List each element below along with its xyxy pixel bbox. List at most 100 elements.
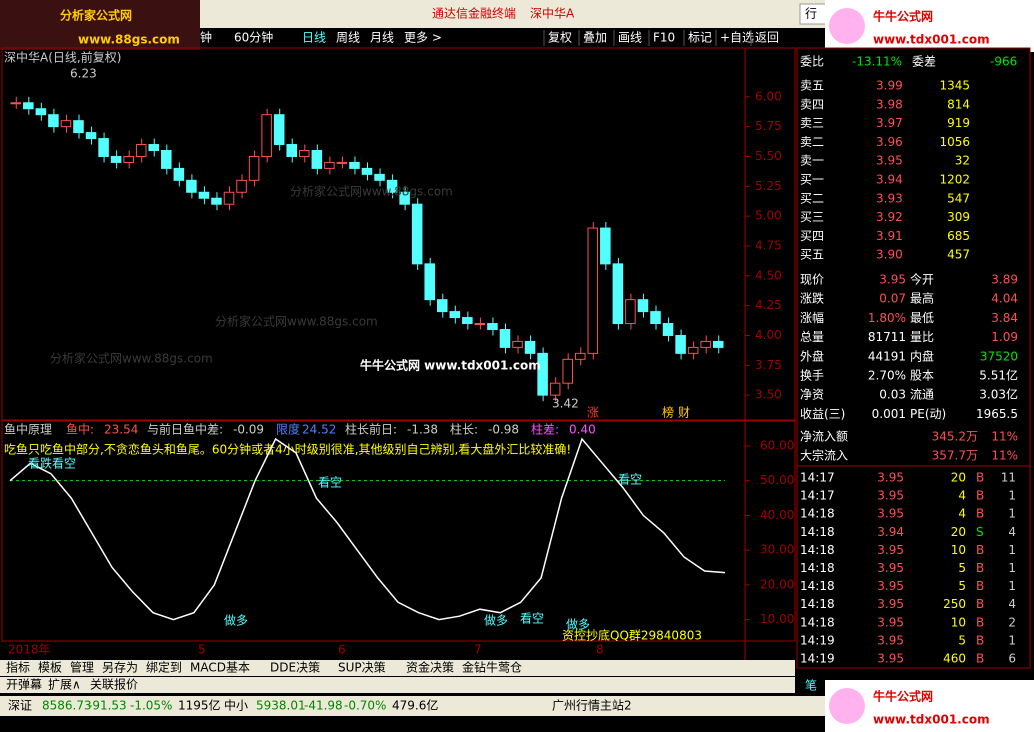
tab[interactable]: MACD基本: [190, 661, 250, 675]
overlay-text: 牛牛公式网 www.tdx001.com: [360, 358, 541, 373]
tab[interactable]: 开弹幕: [6, 678, 42, 692]
y-tick-label: 3.75: [755, 358, 782, 372]
trade-price: 3.95: [877, 471, 904, 485]
period-button[interactable]: 更多 >: [404, 31, 442, 45]
tab[interactable]: SUP决策: [338, 661, 386, 675]
candle: [73, 120, 84, 134]
candle: [436, 299, 448, 313]
candle: [562, 358, 573, 384]
logo-cow: [829, 8, 865, 44]
trade-time: 14:18: [800, 543, 835, 557]
trade-count: 1: [1008, 489, 1016, 503]
period-button[interactable]: 周线: [336, 31, 360, 45]
trade-side: S: [976, 525, 984, 539]
tab[interactable]: 关联报价: [90, 677, 138, 692]
trade-price: 3.95: [877, 561, 904, 575]
chart-border: [1, 47, 796, 421]
tab[interactable]: 模板: [38, 661, 62, 675]
indicator-field-label: 鱼中:: [66, 422, 94, 437]
quote-value: 3.95: [879, 273, 906, 287]
tool-button[interactable]: +自选: [720, 31, 754, 45]
tool-button[interactable]: 画线: [618, 31, 642, 45]
book-vol: 32: [955, 154, 970, 168]
logo-left-url: www.88gs.com: [78, 33, 180, 47]
book-price: 3.96: [876, 135, 903, 149]
date-label: 8: [596, 643, 604, 657]
book-vol: 457: [947, 248, 970, 262]
trade-side: B: [976, 507, 984, 521]
y-tick-label: 5.50: [755, 149, 782, 163]
signal: 做多: [224, 613, 248, 628]
tool-button[interactable]: 标记: [688, 31, 712, 45]
tab[interactable]: 扩展∧: [48, 678, 81, 692]
indicator-name: 鱼中原理: [4, 422, 52, 437]
tab[interactable]: 绑定到: [146, 660, 182, 675]
trade-time: 14:18: [800, 561, 835, 575]
date-label: 7: [474, 643, 482, 657]
book-vol: 685: [947, 229, 970, 243]
quote-label: 最高: [910, 291, 934, 306]
stock-title: 深中华A: [530, 6, 575, 21]
trade-time: 14:18: [800, 615, 835, 629]
y-tick-label: 5.75: [755, 119, 782, 133]
quote-value: 0.03: [879, 388, 906, 402]
low-label: 3.42: [552, 397, 579, 411]
trade-vol: 5: [958, 633, 966, 647]
quote-value: 44191: [868, 349, 906, 363]
y-tick-label: 6.00: [755, 89, 782, 103]
trade-vol: 10: [951, 543, 966, 557]
quote-label: 收益(三): [800, 407, 845, 421]
trade-count: 1: [1008, 561, 1016, 575]
period-button[interactable]: 日线: [302, 31, 326, 45]
book-label: 卖四: [800, 97, 824, 111]
indicator-field-value: -0.98: [488, 423, 519, 437]
tab[interactable]: 金钻牛莺仓: [462, 660, 522, 675]
quote-value: 2.70%: [868, 369, 906, 383]
indicator-border: [1, 420, 796, 642]
tab[interactable]: 指标: [6, 660, 30, 675]
candle: [612, 263, 624, 325]
candle: [537, 352, 548, 396]
signal: 看跌看空: [28, 456, 76, 471]
period-button[interactable]: 月线: [370, 31, 394, 45]
tab[interactable]: DDE决策: [270, 661, 320, 675]
quote-label: 外盘: [800, 348, 824, 363]
signal: 看空: [520, 612, 544, 626]
status-item: 8586.73: [42, 699, 92, 713]
trade-vol: 20: [951, 471, 966, 485]
tool-button[interactable]: 返回: [755, 31, 779, 45]
candle: [712, 340, 724, 348]
tab[interactable]: 另存为: [102, 661, 138, 675]
quote-value: 37520: [980, 349, 1018, 363]
candle: [399, 191, 410, 205]
y-tick-label: 10.00: [760, 612, 794, 626]
quote-value: 3.84: [991, 311, 1018, 325]
trade-count: 1: [1008, 633, 1016, 647]
tab[interactable]: 管理: [70, 660, 94, 675]
right-panel: [796, 47, 1031, 669]
candle: [324, 161, 335, 169]
candle: [248, 155, 260, 181]
trade-side: B: [976, 543, 984, 557]
book-price: 3.94: [876, 173, 903, 187]
tool-button[interactable]: F10: [653, 31, 675, 45]
trade-price: 3.95: [877, 652, 904, 666]
signal: 做多: [566, 617, 590, 632]
y-tick-label: 5.25: [755, 179, 782, 193]
y-tick-label: 40.00: [760, 508, 794, 522]
quote-value: 5.51亿: [979, 368, 1018, 383]
period-button[interactable]: 60分钟: [234, 30, 273, 45]
candle: [60, 120, 72, 128]
logo-right-url: www.tdx001.com: [873, 33, 990, 47]
watermark: 分析家公式网www.88gs.com: [50, 351, 213, 366]
tool-button[interactable]: 叠加: [583, 31, 607, 45]
trade-vol: 10: [951, 615, 966, 629]
watermark: 分析家公式网www.88gs.com: [215, 314, 378, 329]
indicator-field-label: 柱长:: [450, 422, 478, 437]
book-label: 买五: [800, 248, 824, 262]
candle: [223, 191, 235, 205]
period-button[interactable]: 钟: [200, 30, 212, 45]
tab[interactable]: 资金决策: [406, 660, 454, 675]
tool-button[interactable]: 复权: [548, 31, 572, 45]
book-vol: 1056: [939, 135, 970, 149]
